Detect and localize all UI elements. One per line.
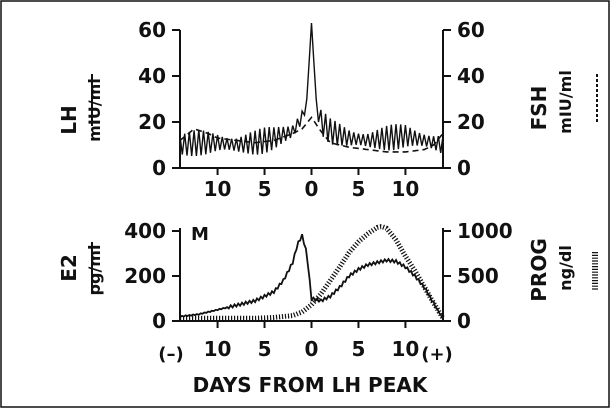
bottom-x-tick-label: 10 (392, 337, 420, 361)
top-right-tick-label: 0 (457, 156, 471, 180)
top-right-tick-label: 60 (457, 18, 485, 42)
bottom-x-tick-label: 0 (305, 337, 319, 361)
e2-prog-panel: 0 200 400 0 500 1000 10 5 0 5 10 (–) (+) M E2 pg/m… (57, 219, 598, 397)
bottom-right-tick-label: 500 (457, 264, 499, 288)
bottom-right-label-main: PROG (527, 238, 551, 301)
bottom-left-tick-label: 0 (152, 309, 166, 333)
fsh-series-line (179, 116, 444, 153)
e2-series-line (179, 233, 444, 320)
annotation-m: M (191, 224, 209, 245)
bottom-x-tick-label: 5 (352, 337, 366, 361)
prog-series-line (180, 224, 446, 321)
bottom-left-tick-label: 400 (124, 219, 166, 243)
bottom-x-minus-label: (–) (158, 344, 183, 365)
bottom-x-plus-label: (+) (421, 344, 453, 365)
bottom-right-label-unit: ng/dl (556, 245, 575, 291)
lh-series-line (179, 23, 444, 157)
top-x-tick-label: 10 (392, 177, 420, 201)
top-left-tick-label: 0 (152, 156, 166, 180)
top-right-tick-label: 40 (457, 64, 485, 88)
top-right-tick-label: 20 (457, 110, 485, 134)
bottom-left-tick-label: 200 (124, 264, 166, 288)
bottom-right-tick-label: 1000 (457, 219, 513, 243)
top-x-tick-label: 5 (258, 177, 272, 201)
top-left-label-unit: mIU/ml (85, 78, 104, 142)
bottom-left-label-unit: pg/ml (85, 245, 104, 296)
top-left-tick-label: 20 (138, 110, 166, 134)
top-right-label-unit: mIU/ml (556, 70, 575, 134)
bottom-right-tick-label: 0 (457, 309, 471, 333)
bottom-x-tick-label: 10 (204, 337, 232, 361)
bottom-left-label-main: E2 (57, 254, 81, 282)
top-x-tick-label: 0 (305, 177, 319, 201)
top-x-tick-label: 10 (204, 177, 232, 201)
top-left-tick-label: 40 (138, 64, 166, 88)
top-x-tick-label: 5 (352, 177, 366, 201)
x-axis-title: DAYS FROM LH PEAK (193, 373, 429, 397)
top-left-tick-label: 60 (138, 18, 166, 42)
bottom-x-tick-label: 5 (258, 337, 272, 361)
top-left-label-main: LH (57, 105, 81, 134)
top-right-label-main: FSH (527, 86, 551, 131)
lh-fsh-panel: 0 20 40 60 0 20 40 60 10 5 0 5 10 LH mIU/ml FSH mI… (57, 18, 598, 201)
